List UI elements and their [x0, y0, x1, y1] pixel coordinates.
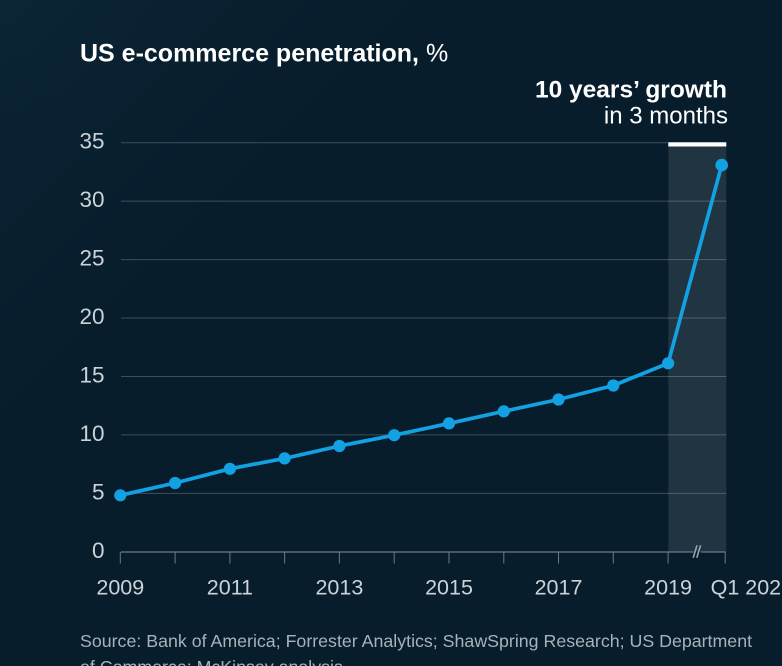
svg-text:10: 10 [79, 421, 104, 446]
svg-text:2009: 2009 [96, 576, 144, 600]
svg-text:2015: 2015 [425, 576, 473, 600]
svg-text:25: 25 [79, 246, 104, 271]
svg-text:2011: 2011 [207, 576, 253, 600]
svg-text:5: 5 [92, 479, 105, 504]
svg-text:0: 0 [92, 538, 105, 563]
svg-text:of Commerce; McKinsey analysis: of Commerce; McKinsey analysis [80, 657, 343, 666]
svg-text:35: 35 [79, 129, 104, 154]
svg-text:2017: 2017 [535, 576, 583, 600]
svg-text:30: 30 [79, 187, 104, 212]
svg-text:2013: 2013 [315, 576, 363, 600]
svg-text:10 years’ growth: 10 years’ growth [535, 77, 727, 104]
svg-text:Q1 2020: Q1 2020 [711, 576, 782, 600]
svg-text:20: 20 [79, 304, 104, 329]
svg-text:15: 15 [79, 363, 104, 388]
svg-text:2019: 2019 [644, 576, 692, 600]
svg-text:Source: Bank of America; Forre: Source: Bank of America; Forrester Analy… [80, 631, 752, 651]
svg-text:US e-commerce penetration, %: US e-commerce penetration, % [80, 40, 448, 68]
svg-text:in 3 months: in 3 months [604, 103, 728, 130]
